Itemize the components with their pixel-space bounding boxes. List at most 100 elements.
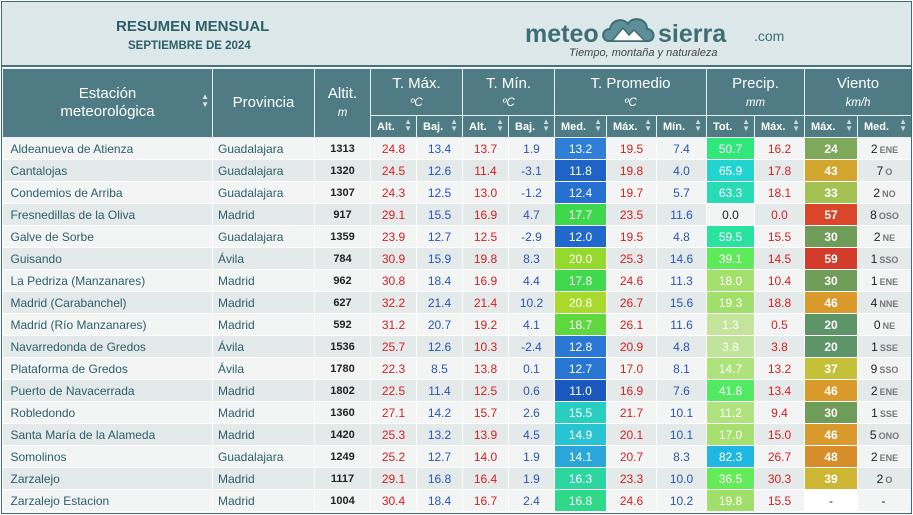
tavg-group-header: T. Promedio ºC — [554, 68, 708, 116]
tavg-max-cell: 20.7 — [606, 445, 658, 468]
sort-arrows-icon[interactable]: ▲ ▼ — [594, 117, 603, 133]
wind-direction: O — [885, 474, 893, 485]
wind-max-cell: 43 — [804, 159, 859, 182]
wind-mean-value: 2 — [873, 229, 881, 244]
tavg-mean-cell: 12.0 — [554, 225, 608, 248]
tmin-high-cell: 16.9 — [462, 269, 509, 292]
column-sub-label: Alt. — [377, 120, 395, 133]
tmin-low-cell: -2.9 — [508, 225, 556, 248]
tmax-low-cell: 12.6 — [416, 159, 463, 182]
col-tavg-min[interactable]: Mín. ▲ ▼ — [656, 115, 708, 138]
tmin-low-cell: 1.9 — [508, 445, 556, 468]
sort-arrows-icon[interactable]: ▲ ▼ — [404, 117, 412, 133]
province-column-header[interactable]: Provincia — [212, 68, 315, 138]
tmax-high-cell: 24.8 — [370, 137, 417, 160]
tmax-low-cell: 12.7 — [416, 445, 463, 468]
tavg-max-cell: 19.5 — [606, 137, 658, 160]
tmax-low-cell: 16.8 — [416, 467, 463, 490]
tmin-low-cell: 4.4 — [508, 269, 556, 292]
wind-mean-value: 0 — [873, 317, 881, 332]
tavg-min-cell: 11.6 — [656, 203, 708, 226]
station-name-cell: Zarzalejo — [2, 467, 213, 490]
wind-direction: NNE — [879, 298, 899, 309]
tavg-min-cell: 10.1 — [656, 401, 708, 424]
province-cell: Ávila — [212, 247, 315, 270]
sort-arrows-icon[interactable]: ▲ ▼ — [694, 117, 703, 133]
sort-arrows-icon[interactable]: ▲ ▼ — [644, 117, 653, 133]
col-wind-max[interactable]: Máx. ▲ ▼ — [804, 115, 859, 138]
table-row: Zarzalejo Madrid 1117 29.1 16.8 16.4 1.9 16.3 23… — [2, 467, 911, 490]
wind-max-cell: 30 — [804, 225, 859, 248]
precip-max-cell: 15.0 — [754, 423, 806, 446]
station-name-cell: Galve de Sorbe — [2, 225, 213, 248]
tavg-min-cell: 10.0 — [656, 467, 708, 490]
wind-direction: SSO — [879, 254, 899, 265]
table-row: Somolinos Guadalajara 1249 25.2 12.7 14.0 1.9 1… — [2, 445, 911, 468]
sort-arrows-icon[interactable]: ▲ ▼ — [496, 117, 504, 133]
precip-total-cell: 65.9 — [706, 159, 756, 182]
wind-max-cell: 57 — [804, 203, 859, 226]
altitude-cell: 1536 — [314, 335, 371, 358]
province-cell: Madrid — [212, 401, 315, 424]
sort-arrows-icon[interactable]: ▲ ▼ — [899, 117, 908, 133]
tavg-max-cell: 20.1 — [606, 423, 658, 446]
wind-max-cell: 59 — [804, 247, 859, 270]
sort-arrows-icon[interactable]: ▲ ▼ — [742, 117, 751, 133]
tavg-mean-cell: 17.7 — [554, 203, 608, 226]
tmax-high-cell: 24.3 — [370, 181, 417, 204]
wind-mean-cell: 2 NO — [857, 181, 911, 204]
col-tavg-med[interactable]: Med. ▲ ▼ — [554, 115, 608, 138]
sort-arrows-icon[interactable]: ▲ ▼ — [792, 117, 801, 133]
table-row: Guisando Ávila 784 30.9 15.9 19.8 8.3 20.0 25.3 1… — [2, 247, 911, 270]
col-tavg-max[interactable]: Máx. ▲ ▼ — [606, 115, 658, 138]
province-cell: Madrid — [212, 269, 315, 292]
col-tmin-alt[interactable]: Alt. ▲ ▼ — [462, 115, 509, 138]
precip-group-header: Precip. mm — [706, 68, 806, 116]
wind-mean-cell: 2 NE — [857, 225, 911, 248]
table-row: Aldeanueva de Atienza Guadalajara 1313 24.8… — [2, 137, 911, 160]
col-precip-tot[interactable]: Tot. ▲ ▼ — [706, 115, 756, 138]
altitude-cell: 962 — [314, 269, 371, 292]
precip-max-cell: 10.4 — [754, 269, 806, 292]
altitude-cell: 1307 — [314, 181, 371, 204]
sort-arrows-icon[interactable]: ▲ ▼ — [450, 117, 458, 133]
province-cell: Guadalajara — [212, 181, 315, 204]
tavg-mean-cell: 16.3 — [554, 467, 608, 490]
tmin-unit: ºC — [502, 97, 515, 109]
precip-total-cell: 18.0 — [706, 269, 756, 292]
tmin-low-cell: -2.4 — [508, 335, 556, 358]
wind-max-cell: 30 — [804, 401, 859, 424]
col-wind-med[interactable]: Med. ▲ ▼ — [857, 115, 911, 138]
sort-arrows-icon[interactable]: ▲ ▼ — [845, 117, 854, 133]
altitude-cell: 917 — [314, 203, 371, 226]
tavg-max-cell: 20.9 — [606, 335, 658, 358]
altitude-cell: 1360 — [314, 401, 371, 424]
wind-mean-value: 4 — [870, 295, 878, 310]
precip-total-cell: 59.5 — [706, 225, 756, 248]
header-bar: RESUMEN MENSUAL SEPTIEMBRE DE 2024 meteo… — [2, 2, 911, 67]
column-sub-label: Med. — [864, 120, 890, 133]
report-title: RESUMEN MENSUAL — [116, 18, 270, 35]
altitude-cell: 1320 — [314, 159, 371, 182]
station-column-header[interactable]: Estación meteorológica ▲ ▼ — [2, 68, 213, 138]
tmax-high-cell: 24.5 — [370, 159, 417, 182]
tavg-mean-cell: 18.7 — [554, 313, 608, 336]
tmin-high-cell: 16.7 — [462, 489, 509, 512]
tmin-high-cell: 13.7 — [462, 137, 509, 160]
tmin-low-cell: 8.3 — [508, 247, 556, 270]
tavg-unit: ºC — [624, 97, 637, 109]
precip-total-cell: 82.3 — [706, 445, 756, 468]
wind-direction: NE — [882, 320, 896, 331]
tavg-min-cell: 5.7 — [656, 181, 708, 204]
col-tmin-baj[interactable]: Baj. ▲ ▼ — [507, 115, 556, 138]
col-tmax-alt[interactable]: Alt. ▲ ▼ — [370, 115, 417, 138]
table-row: Puerto de Navacerrada Madrid 1802 22.5 11.4 1… — [2, 379, 911, 402]
col-precip-max[interactable]: Máx. ▲ ▼ — [754, 115, 806, 138]
sort-arrows-icon[interactable]: ▲ ▼ — [201, 92, 209, 109]
tavg-mean-cell: 20.0 — [554, 247, 608, 270]
altitude-column-header[interactable]: Altit. m — [314, 68, 371, 138]
col-tmax-baj[interactable]: Baj. ▲ ▼ — [416, 115, 463, 138]
station-name-cell: Madrid (Carabanchel) — [2, 291, 213, 314]
altitude-cell: 592 — [314, 313, 371, 336]
sort-arrows-icon[interactable]: ▲ ▼ — [542, 117, 551, 133]
